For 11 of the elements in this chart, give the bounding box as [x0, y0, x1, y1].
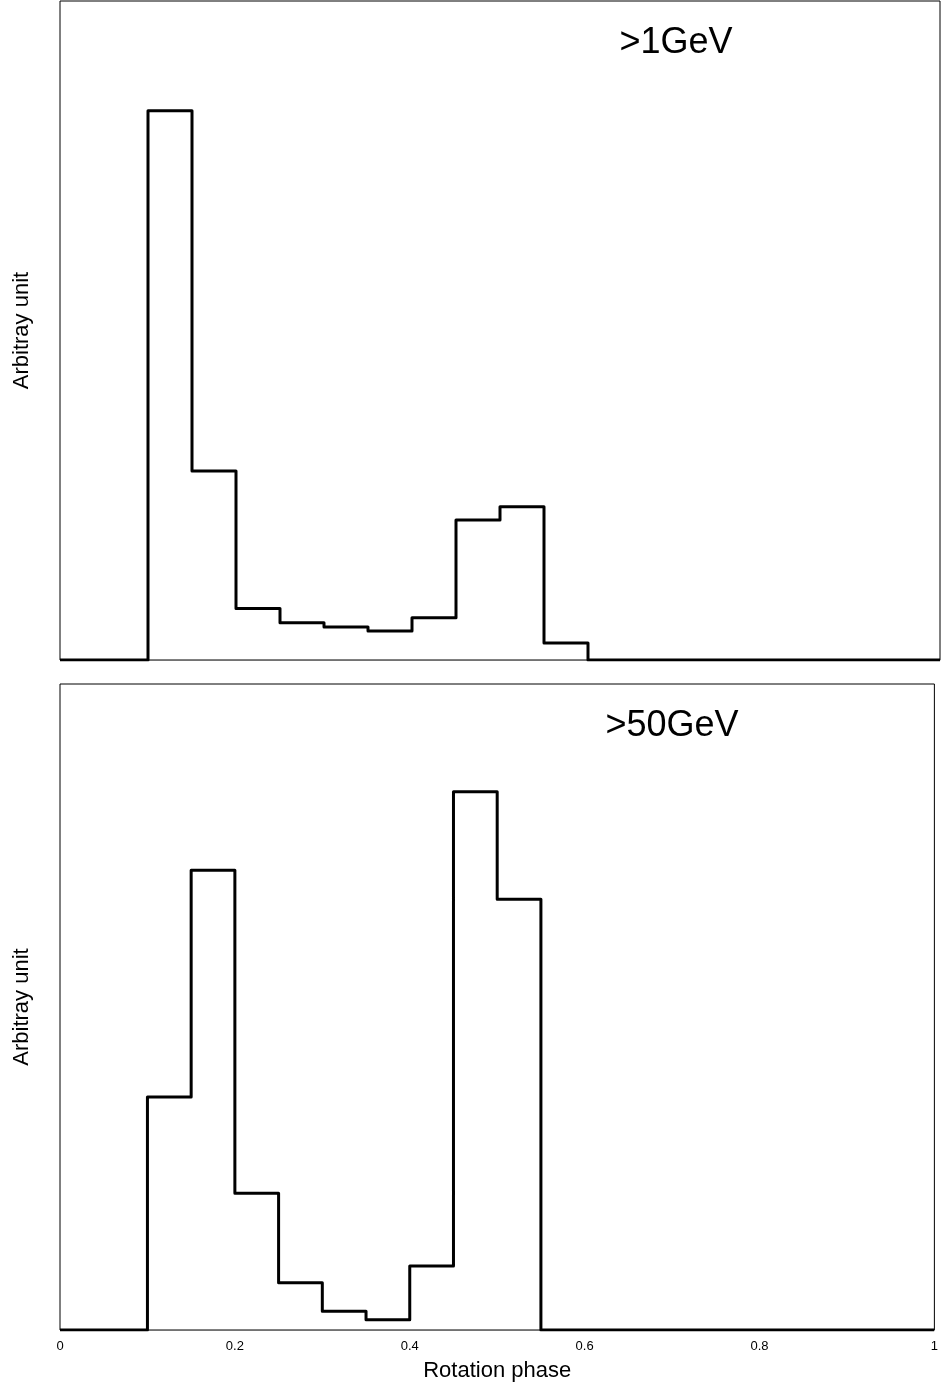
text: >1GeV	[619, 19, 733, 61]
x-tick-label: 0.4	[400, 1338, 419, 1354]
x-tick-label: 1	[930, 1338, 938, 1354]
x-axis-title: Rotation phase	[423, 1356, 572, 1382]
y-axis-title: Arbitray unit	[8, 948, 34, 1066]
x-tick-label: 0.6	[575, 1338, 594, 1354]
x-tick-label: 0.8	[750, 1338, 769, 1354]
y-axis-title: Arbitray unit	[8, 271, 34, 390]
x-tick-label: 0.2	[225, 1338, 244, 1354]
x-tick-label: 0	[56, 1338, 64, 1354]
text: >50GeV	[605, 702, 739, 744]
